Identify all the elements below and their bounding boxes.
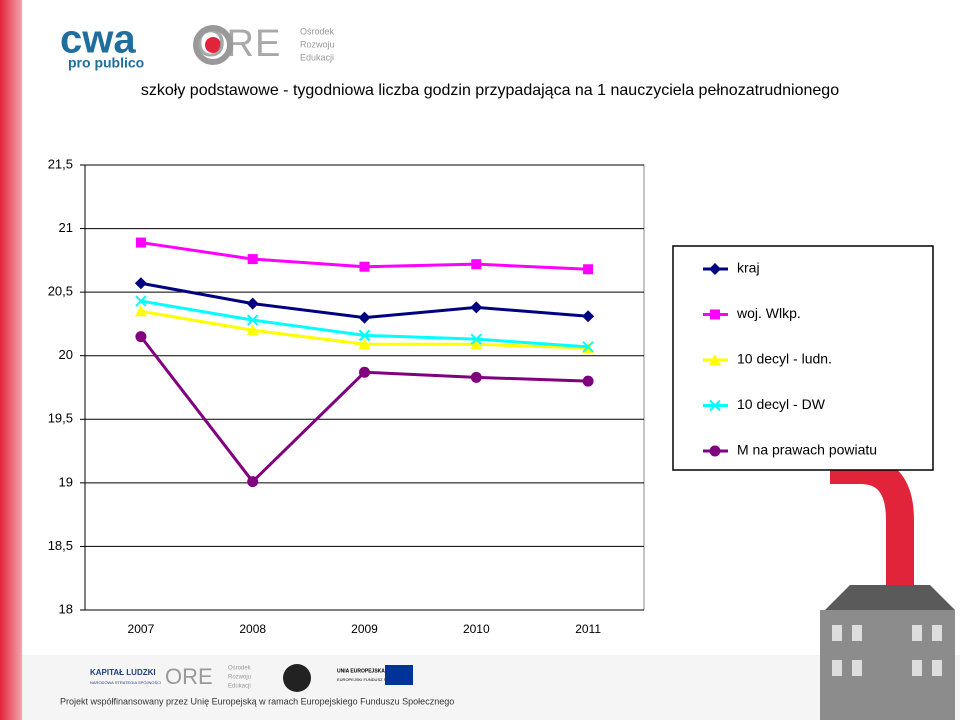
legend-marker <box>709 263 721 275</box>
data-point <box>247 254 258 265</box>
cwa-logo: cwa <box>60 18 136 62</box>
x-tick-label: 2007 <box>128 622 155 636</box>
left-stripe <box>0 0 22 720</box>
x-tick-label: 2011 <box>575 622 601 636</box>
ore-name: Edukacji <box>300 52 334 62</box>
footer-note: Projekt współfinansowany przez Unię Euro… <box>60 696 454 706</box>
ore-name: Rozwoju <box>300 39 335 49</box>
data-point <box>359 261 370 272</box>
legend-label: 10 decyl - ludn. <box>737 351 832 367</box>
building-roof <box>825 585 955 610</box>
data-point <box>582 310 595 323</box>
cwa-tagline: pro publico <box>68 55 144 71</box>
data-point <box>246 297 259 310</box>
data-point <box>135 331 147 343</box>
data-point <box>583 264 594 275</box>
chart-title: szkoły podstawowe - tygodniowa liczba go… <box>140 82 840 99</box>
ore-circle <box>193 25 233 65</box>
ore-logo: ORE <box>165 664 213 689</box>
data-point <box>246 324 259 336</box>
data-point <box>470 371 482 383</box>
data-point <box>359 366 370 378</box>
data-point <box>247 476 259 488</box>
efs-label: EUROPEJSKI FUNDUSZ SPOŁECZNY <box>337 677 408 682</box>
ore-name: Ośrodek <box>300 26 335 36</box>
y-tick-label: 20,5 <box>48 284 73 299</box>
plot-area <box>84 164 645 611</box>
data-point <box>134 277 147 290</box>
footer-band <box>22 655 960 720</box>
kl-sub: NARODOWA STRATEGIA SPÓJNOŚCI <box>90 680 161 685</box>
x-tick-label: 2009 <box>351 622 378 636</box>
data-point <box>358 338 371 350</box>
data-point <box>358 311 371 324</box>
legend-label: kraj <box>737 260 760 276</box>
y-tick-label: 21 <box>59 220 73 235</box>
data-point <box>470 338 483 350</box>
data-point <box>358 329 371 342</box>
data-point <box>135 237 146 248</box>
ore-name: Ośrodek <box>228 666 252 672</box>
ore-logo: ORE <box>196 23 281 65</box>
chart: 18 18,5 19 19,5 20 20,5 21 21,5 2007 2008 2009 2010… <box>48 156 934 636</box>
series-line <box>139 335 589 484</box>
data-point <box>246 314 259 326</box>
y-tick-label: 19,5 <box>48 411 73 426</box>
legend-label: M na prawach powiatu <box>737 442 877 458</box>
data-point <box>470 301 483 314</box>
y-tick-label: 21,5 <box>48 156 73 171</box>
building-windows <box>832 625 942 676</box>
eu-flag <box>385 665 413 685</box>
y-tick-label: 18,5 <box>48 538 73 553</box>
data-point <box>470 333 483 345</box>
legend-marker <box>709 445 721 457</box>
ore-dot <box>205 37 221 53</box>
ore-name: Edukacji <box>228 684 251 690</box>
x-tick-label: 2008 <box>239 622 266 636</box>
university-emblem <box>283 664 311 692</box>
legend-label: 10 decyl - DW <box>737 396 826 412</box>
y-tick-label: 20 <box>59 347 73 362</box>
data-point <box>134 305 147 317</box>
y-tick-label: 18 <box>59 601 73 616</box>
data-point <box>135 295 147 307</box>
ue-label: UNIA EUROPEJSKA <box>337 668 385 674</box>
x-tick-label: 2010 <box>463 622 490 636</box>
y-tick-label: 19 <box>59 474 73 489</box>
data-point <box>471 259 482 270</box>
kl-logo: KAPITAŁ LUDZKI <box>90 668 156 677</box>
legend-marker <box>710 309 720 320</box>
legend-label: woj. Wlkp. <box>736 305 801 321</box>
ore-name: Rozwoju <box>228 675 251 681</box>
data-point <box>582 375 594 387</box>
legend-marker <box>709 399 721 412</box>
legend-marker <box>709 354 721 365</box>
data-point <box>582 341 594 353</box>
